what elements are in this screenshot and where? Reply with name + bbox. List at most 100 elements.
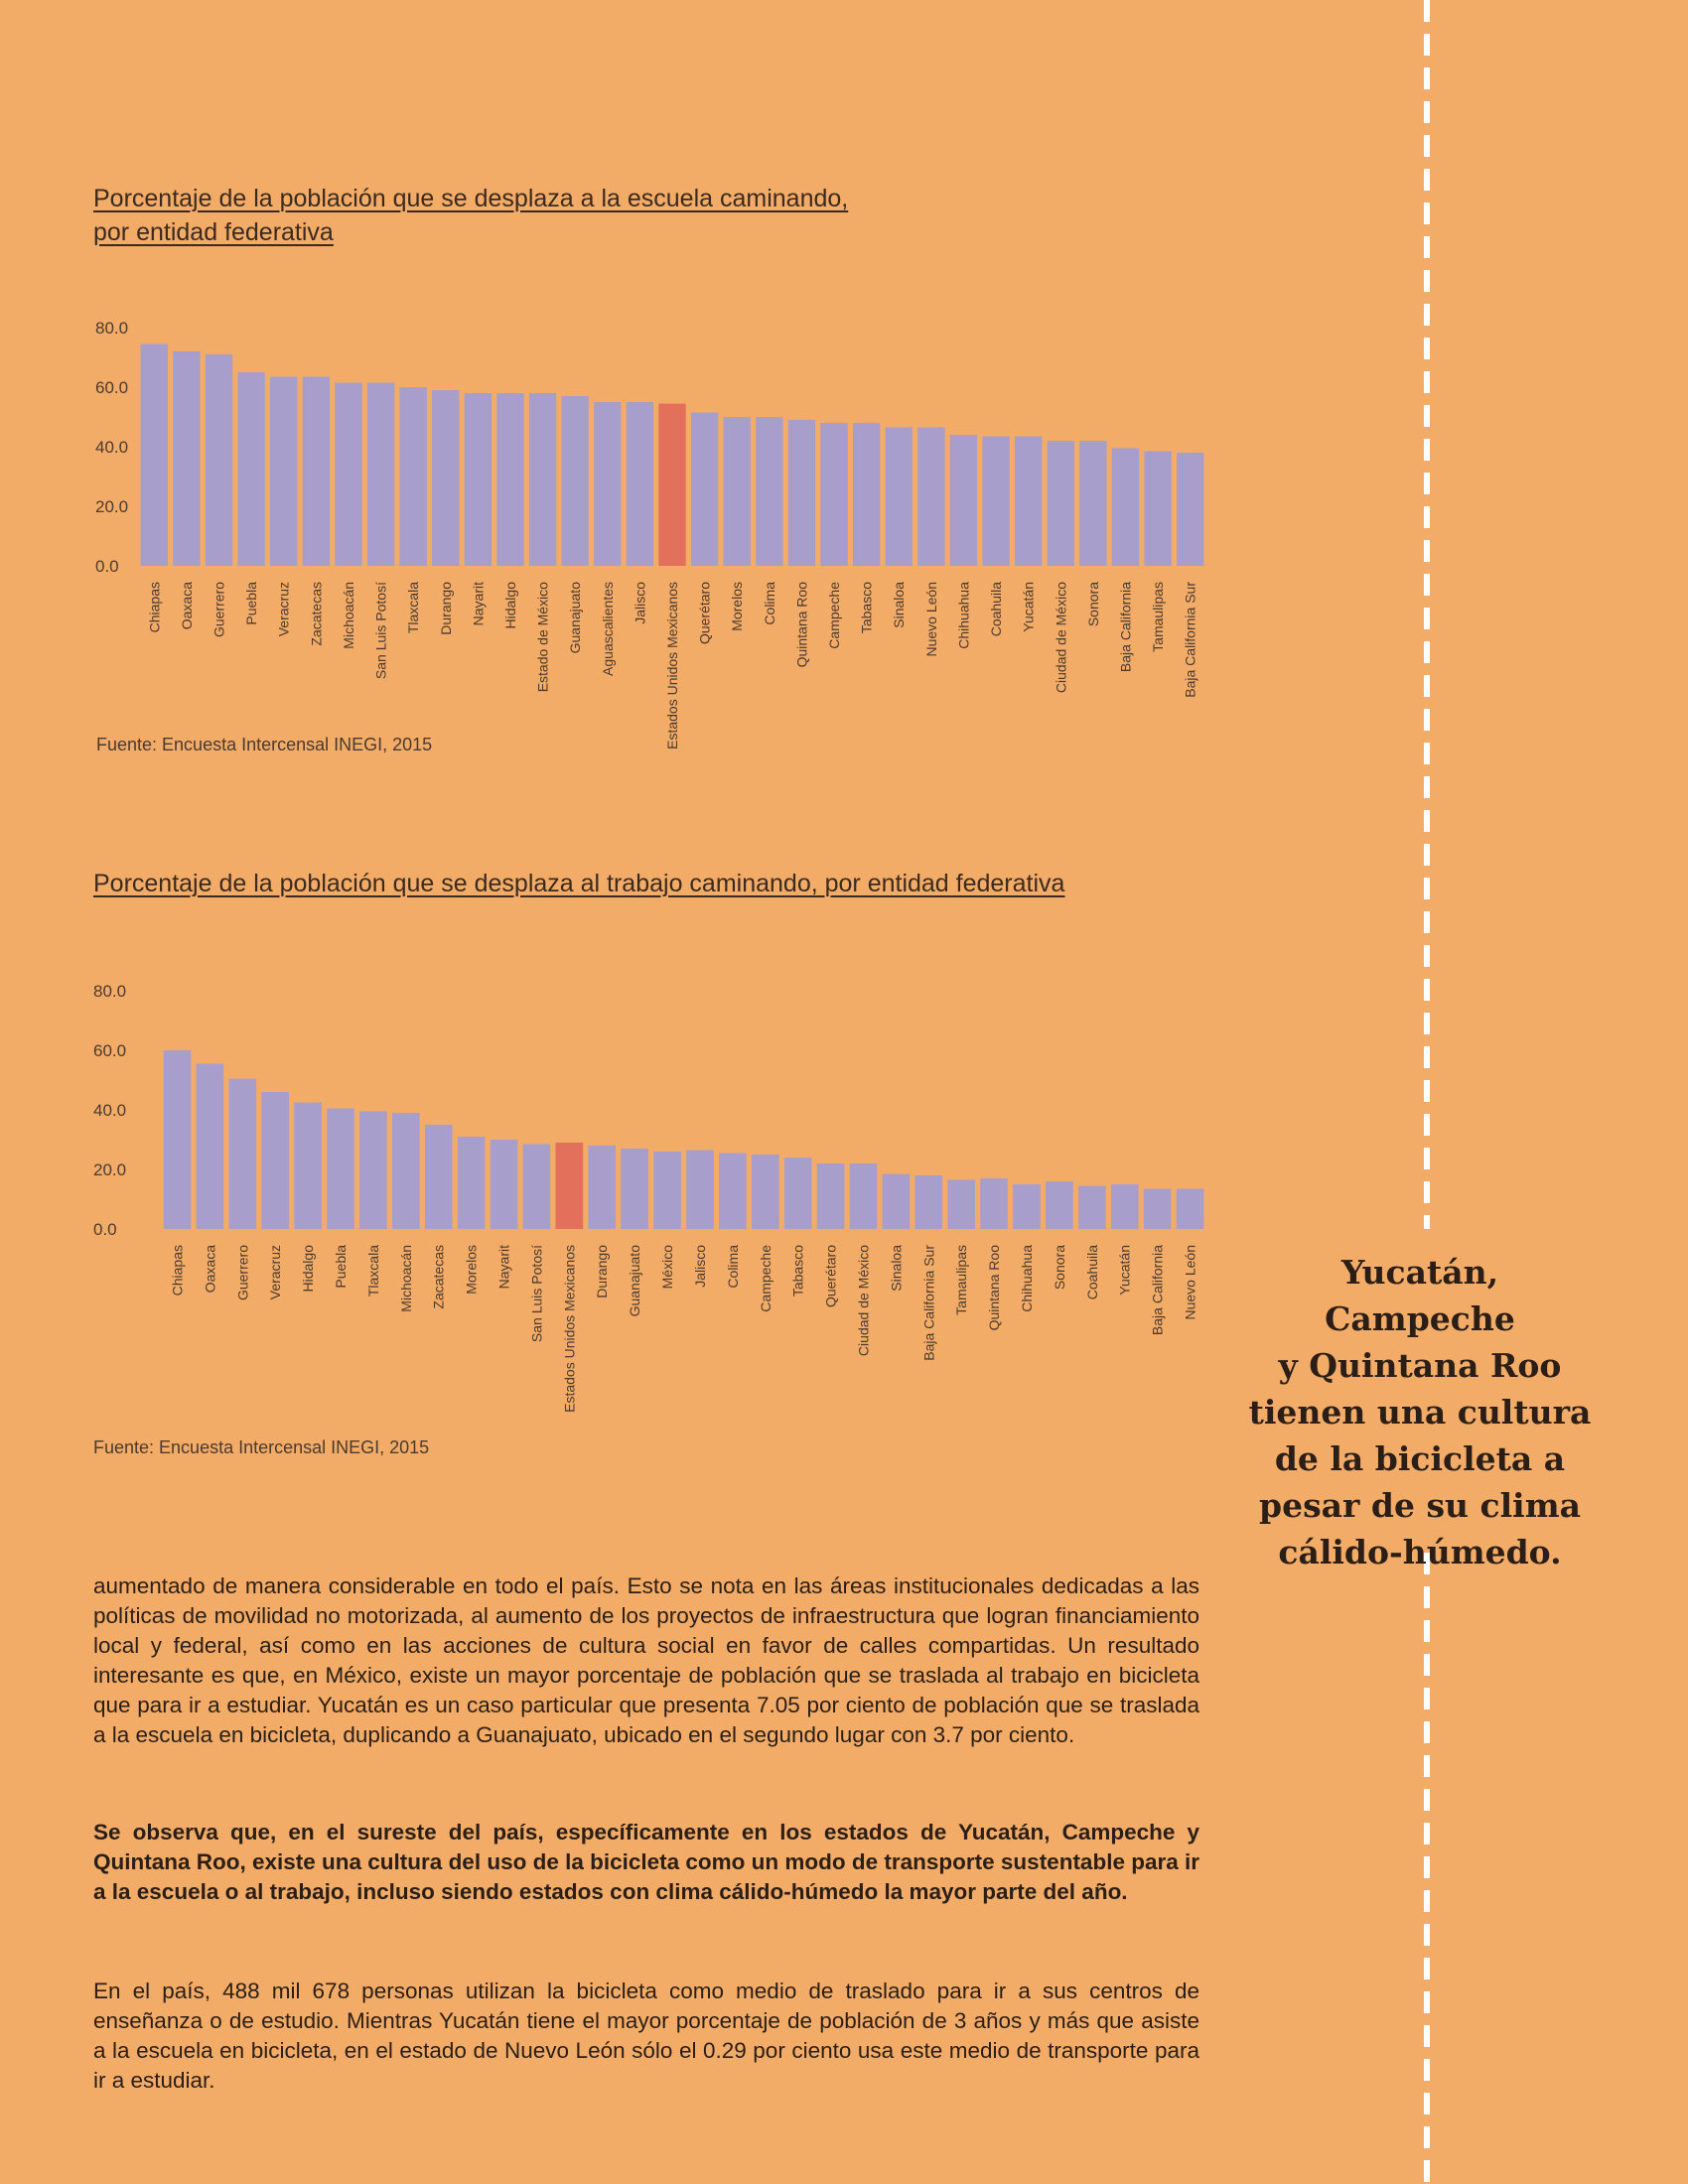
bar <box>237 372 265 566</box>
x-tick-label: Estados Unidos Mexicanos <box>561 1245 577 1413</box>
x-tick-label: Tamaulipas <box>1150 582 1166 652</box>
x-tick-label: Hidalgo <box>502 582 518 629</box>
x-tick-label: Sonora <box>1085 582 1101 626</box>
chart2-title: Porcentaje de la población que se despla… <box>93 867 1064 900</box>
chart1-source: Fuente: Encuesta Intercensal INEGI, 2015 <box>96 735 433 754</box>
x-tick-label: Hidalgo <box>300 1245 316 1293</box>
bar <box>756 417 783 566</box>
callout-line: y Quintana Roo <box>1278 1346 1562 1385</box>
bar <box>849 1163 878 1229</box>
x-tick-label: Durango <box>594 1245 610 1298</box>
bar <box>882 1173 911 1229</box>
x-tick-label: Guanajuato <box>567 582 583 654</box>
x-tick-label: Quintana Roo <box>986 1245 1002 1331</box>
x-tick-label: Guerrero <box>211 582 227 637</box>
x-tick-label: Morelos <box>729 582 745 631</box>
x-tick-label: Morelos <box>464 1245 480 1295</box>
x-tick-label: Yucatán <box>1117 1245 1133 1296</box>
x-tick-label: Sonora <box>1052 1245 1067 1290</box>
bar <box>205 354 233 566</box>
y-tick-label: 0.0 <box>95 557 119 576</box>
x-tick-label: Chiapas <box>169 1245 185 1296</box>
y-tick-label: 60.0 <box>93 1041 126 1060</box>
bar <box>719 1153 747 1229</box>
bar <box>490 1140 518 1229</box>
body-paragraph-3: En el país, 488 mil 678 personas utiliza… <box>93 1979 1199 2093</box>
x-tick-label: Zacatecas <box>308 582 324 646</box>
bar <box>1143 1188 1172 1229</box>
x-tick-label: Aguascalientes <box>600 582 616 676</box>
chart1-title: Porcentaje de la población que se despla… <box>93 182 848 249</box>
bar <box>914 1175 943 1229</box>
x-tick-label: Estados Unidos Mexicanos <box>664 582 680 750</box>
bar <box>391 1113 420 1229</box>
x-tick-label: Baja California <box>1150 1245 1166 1335</box>
x-tick-label: Tlaxcala <box>365 1245 381 1297</box>
body-paragraph-1: aumentado de manera considerable en todo… <box>93 1573 1199 1747</box>
x-tick-label: Coahuila <box>1084 1245 1100 1299</box>
callout-line: Yucatán, Campeche <box>1325 1253 1515 1338</box>
bar <box>1111 448 1140 566</box>
chart1-walk-to-school: 0.0 20.0 40.0 60.0 80.0 Chiapas Oaxaca Guerrero… <box>95 319 1204 750</box>
y-tick-label: 80.0 <box>95 319 128 338</box>
x-tick-label: Veracruz <box>267 1245 283 1299</box>
x-tick-label: Zacatecas <box>431 1245 447 1309</box>
y-tick-label: 40.0 <box>93 1101 126 1120</box>
x-tick-label: Estado de México <box>535 582 551 692</box>
y-tick-label: 20.0 <box>93 1160 126 1179</box>
bar <box>359 1111 387 1229</box>
bar <box>528 393 557 566</box>
x-tick-label: Nayarit <box>470 582 486 625</box>
callout-line: tienen una cultura <box>1248 1393 1592 1432</box>
bar <box>522 1144 551 1229</box>
x-tick-label: San Luis Potosí <box>373 582 389 679</box>
bar <box>1144 451 1172 566</box>
bar <box>327 1108 354 1229</box>
x-tick-label: Puebla <box>333 1245 349 1289</box>
body-paragraph-2: Se observa que, en el sureste del país, … <box>93 1820 1199 1904</box>
x-tick-label: Nuevo León <box>1183 1245 1198 1320</box>
bar <box>885 427 913 566</box>
bar <box>1078 1185 1106 1229</box>
bar <box>947 1179 976 1229</box>
bar <box>140 343 168 566</box>
x-tick-label: Querétaro <box>697 582 713 644</box>
bar <box>496 393 524 566</box>
x-tick-label: Tabasco <box>859 582 875 633</box>
x-tick-label: Ciudad de México <box>855 1245 871 1356</box>
bar <box>816 1163 845 1229</box>
bar <box>270 376 298 566</box>
bar <box>173 351 201 566</box>
x-tick-label: Veracruz <box>276 582 292 636</box>
bar <box>594 402 622 566</box>
bar <box>261 1092 289 1229</box>
x-tick-label: Tlaxcala <box>405 582 421 633</box>
bar <box>1079 441 1107 566</box>
bar-highlight <box>555 1143 584 1229</box>
x-tick-label: Sinaloa <box>888 1245 904 1292</box>
x-tick-label: Campeche <box>826 582 842 649</box>
y-tick-label: 20.0 <box>95 497 128 516</box>
bar <box>690 412 719 566</box>
bar <box>163 1050 192 1229</box>
bar <box>1013 1184 1041 1229</box>
bar <box>686 1150 714 1229</box>
bar <box>982 436 1010 566</box>
bar <box>1046 1181 1073 1229</box>
x-tick-label: Jalisco <box>692 1245 708 1288</box>
y-tick-label: 0.0 <box>93 1220 117 1239</box>
x-tick-label: Michoacán <box>341 582 356 649</box>
bar <box>653 1152 681 1229</box>
bar <box>751 1155 779 1229</box>
callout-line: pesar de su clima <box>1259 1486 1581 1525</box>
x-tick-label: Oaxaca <box>202 1245 217 1293</box>
dashed-divider <box>1424 0 1430 2184</box>
bar <box>424 1125 453 1229</box>
x-tick-label: Baja California <box>1117 582 1133 672</box>
bar <box>852 423 881 566</box>
x-tick-label: Tamaulipas <box>953 1245 969 1315</box>
chart2-walk-to-work: 0.0 20.0 40.0 60.0 80.0 Chiapas Oaxaca Guerrero… <box>93 982 1204 1413</box>
bar <box>561 396 589 566</box>
bar <box>980 1178 1008 1229</box>
bar <box>457 1137 486 1229</box>
